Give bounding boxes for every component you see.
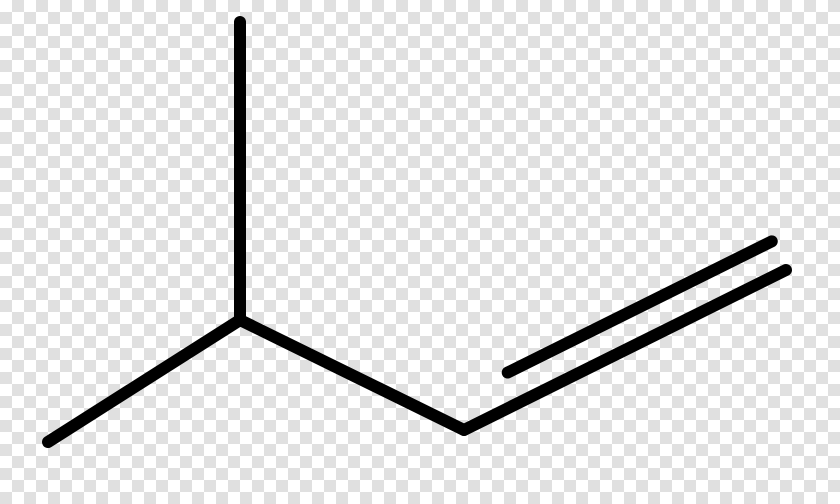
bonds-group [48, 22, 786, 442]
structure-svg [0, 0, 840, 504]
bond-line [240, 320, 464, 430]
bond-line [48, 320, 240, 442]
bond-line [464, 270, 786, 430]
chemical-structure-diagram [0, 0, 840, 504]
bond-line [508, 241, 772, 372]
